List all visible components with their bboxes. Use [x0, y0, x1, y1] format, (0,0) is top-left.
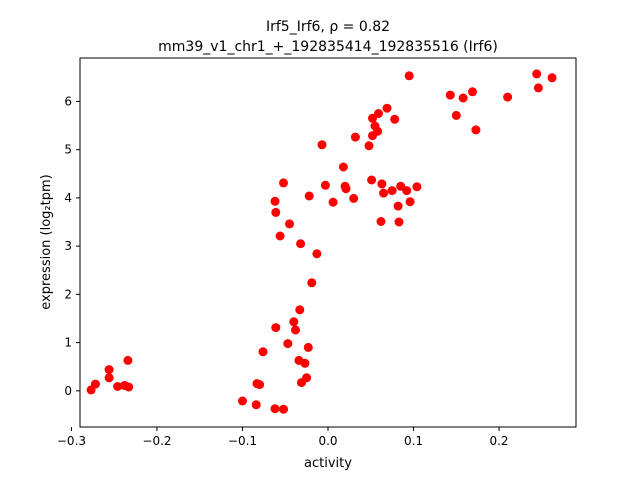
data-point-26: [312, 249, 322, 259]
y-tick-label: 6: [64, 94, 72, 108]
data-point-56: [394, 217, 404, 227]
data-point-4: [113, 382, 123, 391]
y-axis-ticks: 0 1 2 3 4 5 6: [64, 94, 80, 398]
data-point-61: [412, 182, 422, 192]
x-tick-label: 0.1: [404, 434, 423, 448]
data-point-32: [279, 178, 288, 188]
data-point-36: [328, 197, 338, 207]
data-point-31: [270, 196, 280, 206]
y-axis-label: expression (log₂tpm): [39, 174, 54, 309]
x-axis-ticks: −0.3 −0.2 −0.1 0.0 0.1 0.2: [57, 427, 509, 448]
data-point-29: [275, 231, 285, 241]
data-point-55: [393, 201, 403, 211]
x-tick-label: 0.0: [318, 434, 337, 448]
x-axis-label: activity: [304, 456, 352, 471]
data-point-49: [376, 217, 386, 226]
data-point-18: [291, 325, 300, 335]
data-point-1: [90, 379, 100, 389]
data-point-65: [468, 87, 477, 97]
data-point-16: [283, 339, 293, 349]
data-point-45: [368, 113, 377, 123]
y-tick-label: 0: [64, 384, 72, 398]
data-point-8: [238, 396, 247, 406]
data-point-17: [289, 317, 299, 327]
data-point-23: [302, 373, 312, 383]
data-point-35: [320, 180, 330, 190]
data-point-53: [387, 186, 397, 196]
data-point-12: [258, 347, 268, 357]
data-point-30: [271, 207, 281, 217]
x-tick-label: −0.2: [142, 434, 171, 448]
data-point-41: [350, 132, 360, 142]
y-tick-label: 4: [64, 191, 72, 205]
x-tick-label: −0.1: [228, 434, 257, 448]
data-point-66: [471, 125, 481, 135]
data-point-48: [374, 109, 383, 118]
y-tick-label: 3: [64, 239, 72, 253]
data-point-34: [317, 140, 327, 150]
data-point-3: [104, 373, 114, 383]
y-tick-label: 1: [64, 336, 72, 350]
data-point-59: [404, 71, 414, 81]
x-tick-label: 0.2: [489, 434, 508, 448]
data-point-64: [458, 93, 468, 103]
x-tick-label: −0.3: [57, 434, 86, 448]
data-point-15: [279, 404, 288, 414]
plot-frame: [79, 57, 577, 428]
data-point-39: [341, 184, 351, 194]
data-point-40: [349, 193, 359, 203]
data-point-54: [390, 114, 400, 124]
data-point-11: [255, 380, 265, 390]
data-point-22: [300, 358, 310, 368]
data-point-13: [270, 404, 280, 414]
data-point-7: [124, 382, 134, 392]
data-point-33: [304, 191, 314, 201]
data-point-50: [377, 179, 387, 189]
y-tick-label: 2: [64, 287, 72, 301]
data-point-58: [402, 186, 412, 196]
data-point-9: [251, 400, 261, 410]
data-point-20: [295, 305, 305, 315]
data-point-51: [379, 188, 389, 198]
y-tick-label: 5: [64, 143, 72, 157]
chart-title-line2: mm39_v1_chr1_+_192835414_192835516 (Irf6…: [158, 39, 498, 55]
data-point-25: [307, 278, 317, 288]
data-point-2: [104, 365, 114, 375]
data-point-27: [296, 239, 306, 249]
data-point-24: [303, 342, 313, 352]
data-point-47: [373, 126, 383, 136]
data-points: [86, 69, 557, 414]
data-point-6: [123, 355, 133, 365]
data-point-70: [547, 73, 557, 83]
data-point-69: [533, 83, 543, 93]
data-point-37: [338, 162, 348, 172]
data-point-43: [367, 175, 377, 185]
data-point-14: [271, 323, 281, 333]
data-point-28: [285, 219, 294, 229]
data-point-62: [445, 90, 455, 100]
data-point-60: [405, 197, 415, 207]
data-point-42: [364, 141, 374, 151]
data-point-68: [532, 69, 542, 79]
data-point-52: [382, 103, 392, 113]
data-point-67: [503, 92, 513, 102]
chart-title-line1: Irf5_Irf6, ρ = 0.82: [266, 19, 390, 35]
data-point-63: [451, 110, 461, 120]
